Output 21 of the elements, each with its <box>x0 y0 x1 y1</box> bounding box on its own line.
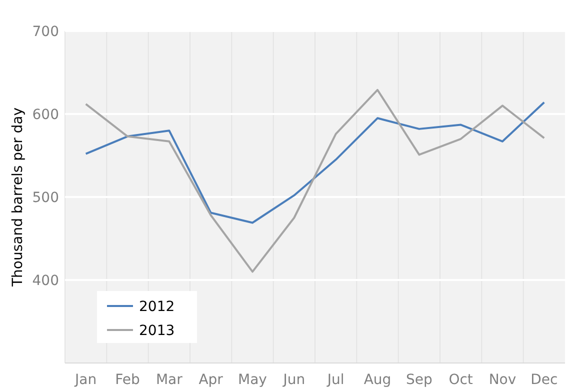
legend-label: 2013 <box>139 322 175 339</box>
x-tick-label: Aug <box>364 372 392 388</box>
line-series <box>84 101 546 224</box>
x-tick-label: Sep <box>406 372 432 388</box>
legend-label: 2012 <box>139 298 175 315</box>
x-tick-label: Feb <box>115 372 140 388</box>
x-tick-label: Nov <box>488 372 516 388</box>
y-tick-label: 400 <box>32 272 59 289</box>
x-tick-label: May <box>238 372 267 388</box>
x-tick-label: Dec <box>530 372 558 388</box>
x-tick-label: Mar <box>156 372 183 388</box>
x-tick-label: Apr <box>198 372 224 388</box>
x-tick-label: Jul <box>326 372 344 388</box>
y-axis-title: Thousand barrels per day <box>10 107 26 288</box>
line-series <box>84 88 546 273</box>
x-tick-label: Jun <box>282 372 306 388</box>
x-tick-label: Jan <box>74 372 97 388</box>
y-tick-label: 700 <box>32 24 59 40</box>
y-tick-label: 600 <box>32 106 59 123</box>
y-tick-label: 500 <box>32 190 59 206</box>
x-tick-label: Oct <box>448 372 474 388</box>
